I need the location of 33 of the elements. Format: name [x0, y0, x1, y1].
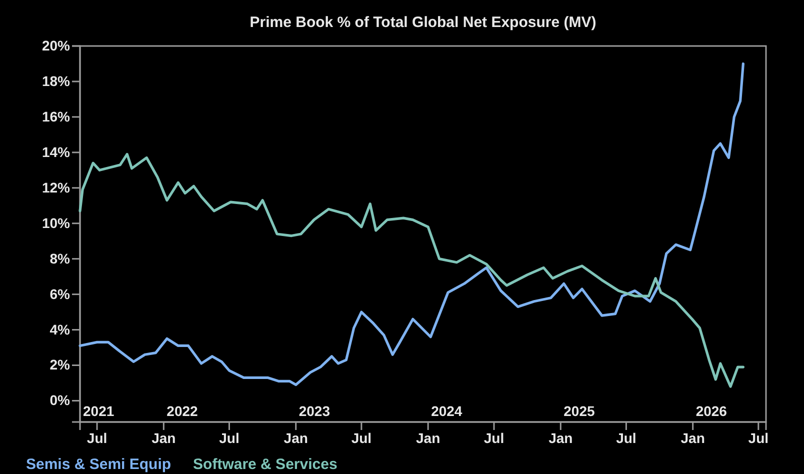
x-tick-label: Jan [548, 430, 573, 446]
y-tick-label: 18% [42, 72, 71, 89]
annotation: 2021 [83, 403, 114, 419]
annotation: 2026 [696, 403, 728, 419]
text: Software & Services [193, 456, 338, 473]
y-tick-label: 14% [42, 144, 71, 160]
annotation: 2023 [298, 403, 330, 419]
x-tick-label: Jul [484, 430, 504, 446]
y-tick-label: 6% [50, 286, 71, 302]
y-tick-label: 12% [42, 179, 71, 196]
annotation: 2025 [564, 403, 595, 419]
x-tick-label: Jan [284, 430, 308, 446]
x-tick-label: Jul [351, 430, 372, 446]
x-tick-label: Jan [680, 430, 705, 446]
y-tick-label: 8% [50, 250, 71, 266]
y-tick-label: 0% [50, 392, 71, 408]
x-tick-label: Jan [152, 430, 176, 446]
text: Semis & Semi Equip [26, 456, 172, 473]
chart-title: Prime Book % of Total Global Net Exposure (MV) [250, 14, 596, 31]
annotation: 2024 [431, 403, 462, 419]
line-series [78, 152, 744, 388]
annotation: 2022 [166, 403, 198, 419]
y-tick-label: 20% [42, 37, 71, 54]
y-tick-label: 2% [50, 356, 71, 373]
x-tick-label: Jul [748, 430, 769, 446]
x-tick-label: Jan [416, 430, 440, 446]
x-tick-label: Jul [86, 430, 108, 446]
line-series [78, 62, 744, 386]
x-tick-label: Jul [219, 430, 240, 446]
y-tick-label: 16% [42, 108, 71, 124]
x-tick-label: Jul [616, 430, 636, 446]
y-tick-label: 4% [50, 321, 71, 338]
y-tick-label: 10% [42, 214, 71, 231]
